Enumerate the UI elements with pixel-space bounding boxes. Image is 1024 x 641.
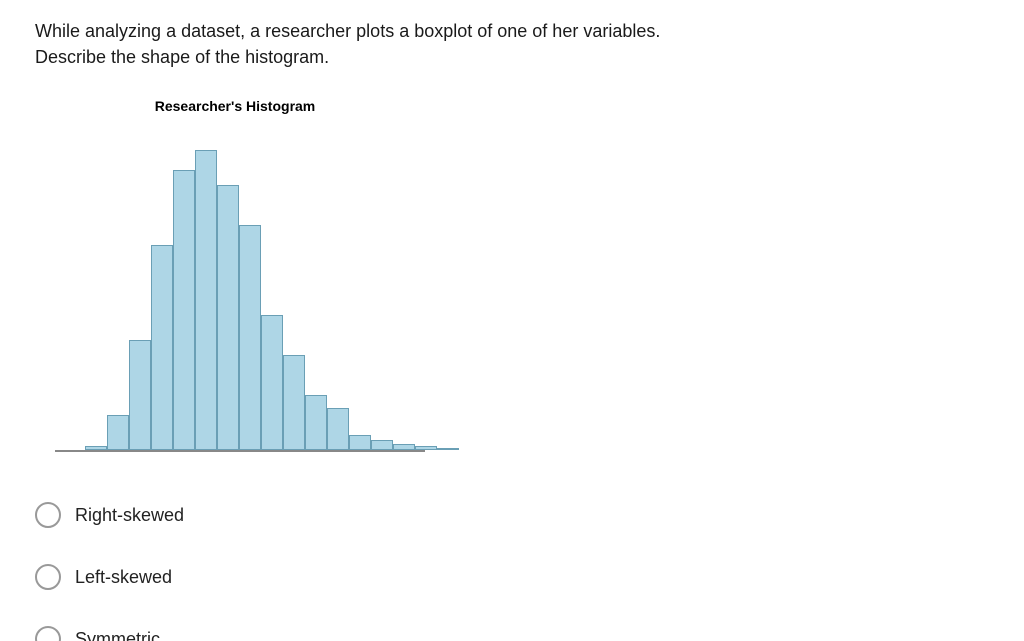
chart-area [55, 132, 435, 452]
option-label: Symmetric [75, 629, 160, 641]
option-label: Right-skewed [75, 505, 184, 526]
histogram-bar [305, 395, 327, 450]
histogram-bar [107, 415, 129, 450]
histogram-bar [195, 150, 217, 450]
histogram-bar [327, 408, 349, 450]
radio-button[interactable] [35, 626, 61, 641]
chart-title: Researcher's Histogram [55, 98, 415, 114]
histogram-bar [371, 440, 393, 450]
question-line-1: While analyzing a dataset, a researcher … [35, 21, 660, 41]
histogram-bar [437, 448, 459, 450]
answer-option[interactable]: Left-skewed [35, 564, 989, 590]
histogram-bar [349, 435, 371, 450]
histogram-bar [239, 225, 261, 450]
radio-button[interactable] [35, 502, 61, 528]
histogram-bar [151, 245, 173, 450]
histogram-bar [129, 340, 151, 450]
answer-option[interactable]: Right-skewed [35, 502, 989, 528]
answer-option[interactable]: Symmetric [35, 626, 989, 641]
question-text: While analyzing a dataset, a researcher … [35, 18, 735, 70]
histogram-bar [283, 355, 305, 450]
radio-button[interactable] [35, 564, 61, 590]
chart-baseline [55, 450, 425, 452]
answer-options: Right-skewed Left-skewed Symmetric [35, 502, 989, 641]
histogram-bar [173, 170, 195, 450]
question-line-2: Describe the shape of the histogram. [35, 47, 329, 67]
histogram-bar [217, 185, 239, 450]
histogram-bar [261, 315, 283, 450]
histogram-chart: Researcher's Histogram [55, 98, 989, 452]
chart-bars [85, 150, 459, 450]
option-label: Left-skewed [75, 567, 172, 588]
